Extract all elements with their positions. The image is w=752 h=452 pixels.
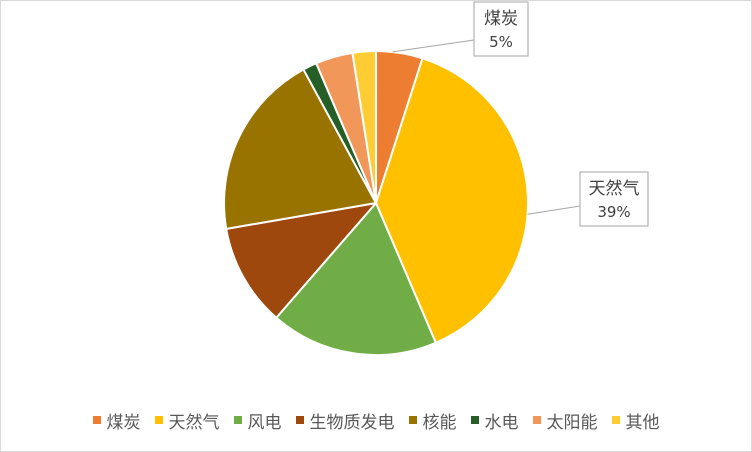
pie-slice-2 [275, 202, 437, 356]
legend-item: 风电 [233, 408, 282, 433]
legend-item: 太阳能 [532, 408, 598, 433]
legend-item: 天然气 [154, 408, 220, 433]
legend-swatch [470, 416, 479, 424]
legend-item: 煤炭 [92, 408, 141, 433]
legend-swatch [233, 416, 242, 424]
legend-item: 水电 [470, 408, 519, 433]
data-label-category-0: 煤炭 [484, 9, 518, 29]
legend-item: 其他 [611, 408, 660, 433]
legend-label: 其他 [625, 412, 660, 433]
legend-swatch [532, 416, 541, 424]
data-label-value-0: 5% [489, 33, 513, 51]
legend-label: 煤炭 [106, 412, 141, 433]
leader-line-0 [392, 39, 475, 53]
pie-slice-3 [225, 202, 377, 319]
data-label-box-0 [473, 1, 529, 57]
pie-slice-4 [223, 68, 377, 230]
legend-label: 太阳能 [546, 412, 598, 433]
legend-item: 核能 [408, 408, 457, 433]
legend-item: 生物质发电 [295, 408, 395, 433]
legend-swatch [92, 416, 101, 424]
data-label-value-1: 39% [597, 203, 630, 221]
data-label-category-1: 天然气 [589, 179, 640, 199]
leader-line-1 [527, 205, 581, 215]
pie-slice-1 [375, 57, 529, 344]
legend-swatch [611, 416, 620, 424]
legend-label: 天然气 [168, 412, 220, 433]
pie-slice-7 [351, 49, 377, 204]
legend: 煤炭 天然气 风电 生物质发电 核能 水电 太阳能 其他 [0, 406, 752, 434]
legend-label: 生物质发电 [309, 412, 395, 433]
legend-swatch [408, 416, 417, 424]
data-label-box-1 [579, 171, 649, 227]
legend-label: 水电 [484, 412, 519, 433]
legend-swatch [295, 416, 304, 424]
legend-label: 风电 [247, 412, 282, 433]
legend-label: 核能 [422, 412, 457, 433]
legend-swatch [154, 416, 163, 424]
